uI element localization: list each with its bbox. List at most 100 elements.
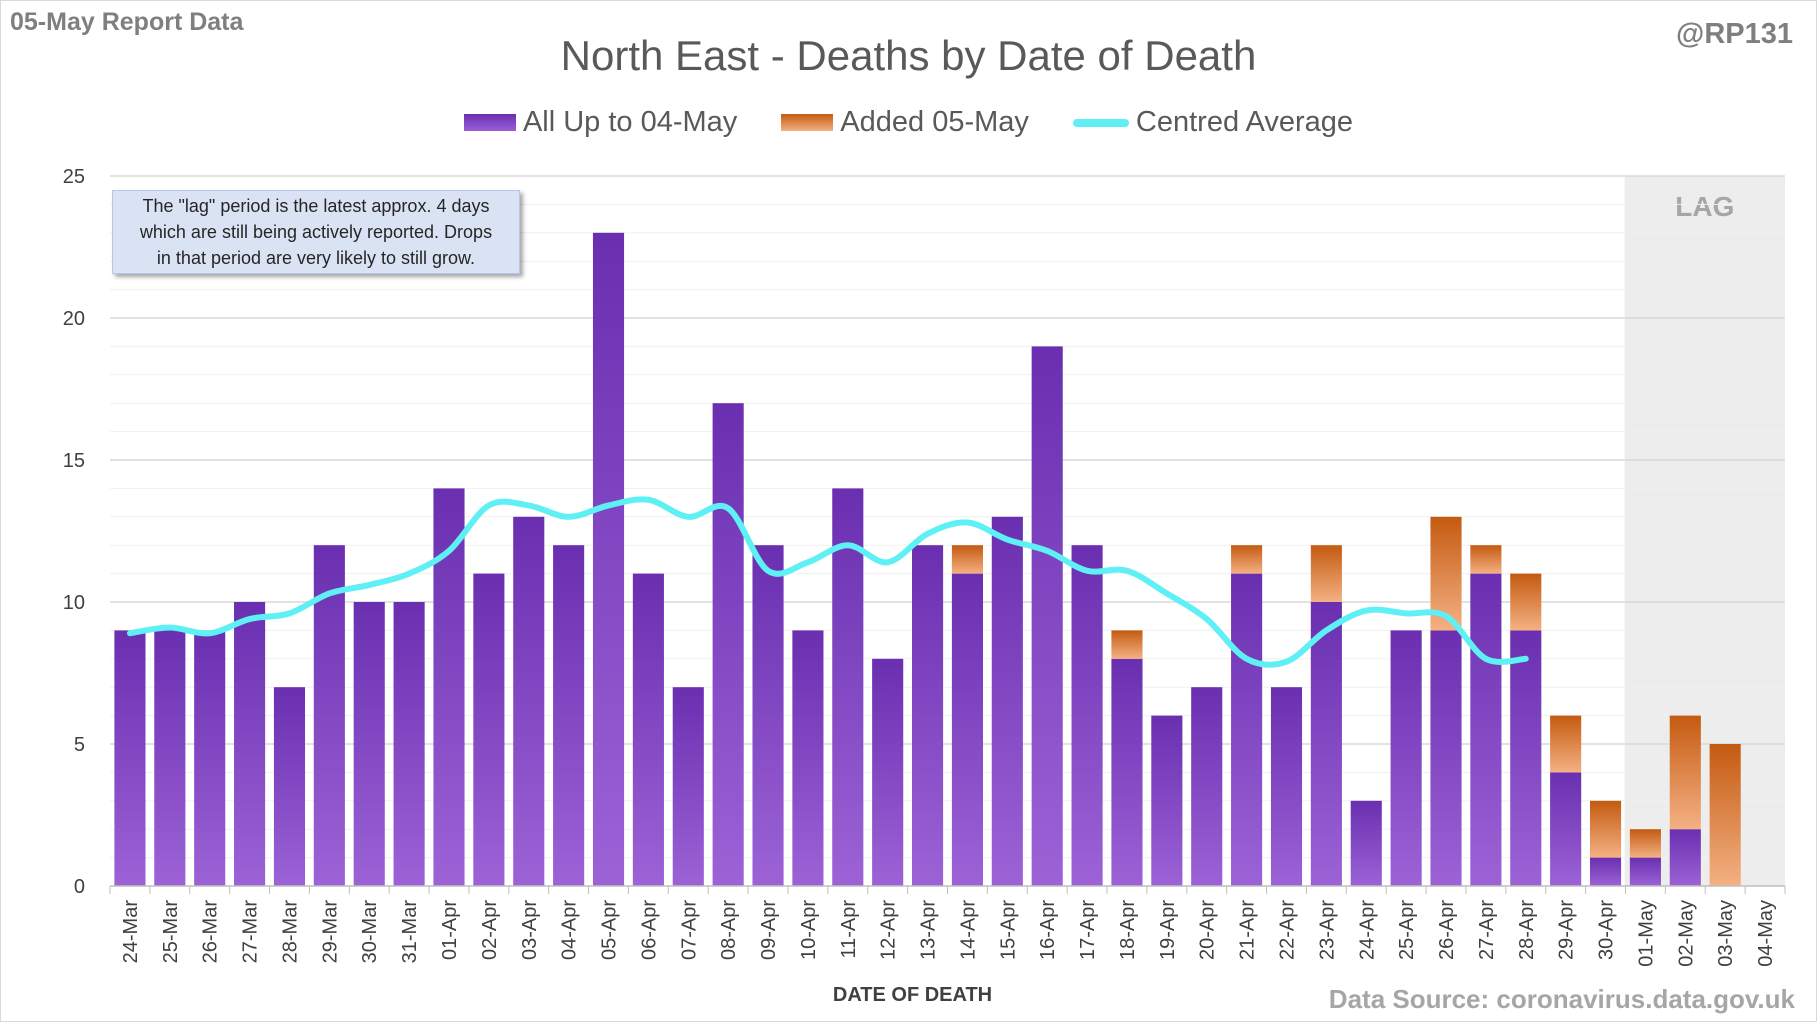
bar-existing — [991, 516, 1023, 886]
y-tick-label: 0 — [74, 876, 85, 898]
x-tick-label: 15-Apr — [997, 900, 1019, 960]
x-tick-label: 24-Mar — [120, 900, 142, 964]
bar-existing — [313, 545, 345, 886]
x-tick-label: 05-Apr — [599, 900, 621, 960]
x-tick-label: 26-Apr — [1436, 900, 1458, 960]
bar-existing — [672, 687, 704, 886]
legend-label-added: Added 05-May — [840, 106, 1029, 138]
x-tick-label: 28-Mar — [279, 900, 301, 964]
x-tick-label: 23-Apr — [1316, 900, 1338, 960]
bar-added — [1470, 545, 1502, 574]
legend-swatch-added — [781, 114, 834, 131]
x-tick-label: 19-Apr — [1157, 900, 1179, 960]
bar-existing — [1350, 800, 1382, 886]
bar-added — [1629, 829, 1661, 858]
bar-existing — [752, 545, 784, 886]
bar-existing — [712, 403, 744, 886]
x-tick-label: 29-Apr — [1556, 900, 1578, 960]
chart-legend: All Up to 04-May Added 05-May Centred Av… — [0, 106, 1817, 139]
bar-added — [1589, 800, 1622, 858]
x-tick-label: 11-Apr — [838, 900, 860, 959]
x-tick-label: 03-May — [1715, 900, 1737, 967]
chart-title: North East - Deaths by Date of Death — [560, 32, 1257, 79]
bar-added — [1231, 545, 1263, 574]
lag-label: LAG — [1675, 191, 1734, 222]
x-tick-label: 30-Apr — [1596, 900, 1618, 960]
x-tick-label: 29-Mar — [319, 900, 341, 964]
x-tick-label: 31-Mar — [399, 900, 421, 964]
legend-swatch-average — [1072, 118, 1129, 127]
x-tick-label: 02-May — [1675, 900, 1697, 967]
x-tick-label: 17-Apr — [1077, 900, 1099, 960]
centred-average-line — [126, 496, 1529, 668]
y-tick-label: 25 — [63, 166, 85, 188]
x-tick-label: 28-Apr — [1516, 900, 1538, 960]
x-axis-title: DATE OF DEATH — [832, 984, 993, 1006]
y-tick-label: 15 — [63, 450, 85, 472]
bar-existing — [632, 573, 664, 886]
bar-added — [951, 545, 983, 574]
x-tick-label: 01-May — [1635, 900, 1657, 967]
bar-added — [1111, 630, 1143, 659]
author-handle: @RP131 — [1676, 18, 1793, 50]
legend-label-existing: All Up to 04-May — [522, 106, 738, 138]
bar-existing — [951, 573, 983, 886]
bar-existing — [553, 545, 585, 886]
x-tick-label: 22-Apr — [1276, 900, 1298, 960]
bar-existing — [832, 488, 864, 886]
x-tick-label: 27-Apr — [1476, 900, 1498, 960]
x-tick-label: 25-Apr — [1396, 900, 1418, 960]
bar-existing — [1510, 630, 1542, 886]
x-tick-label: 06-Apr — [638, 900, 660, 960]
bar-added — [1510, 573, 1542, 631]
x-tick-label: 07-Apr — [678, 900, 700, 960]
x-tick-label: 09-Apr — [758, 900, 780, 960]
bar-existing — [273, 687, 306, 886]
bar-existing — [114, 630, 146, 886]
bar-existing — [1191, 687, 1223, 886]
bar-existing — [1151, 715, 1183, 886]
bar-existing — [1669, 829, 1701, 886]
x-tick-label: 21-Apr — [1237, 900, 1259, 960]
bar-existing — [1430, 630, 1462, 886]
bar-existing — [154, 630, 186, 886]
legend-item-average: Centred Average — [1072, 106, 1353, 139]
bar-existing — [1310, 602, 1342, 886]
x-tick-label: 14-Apr — [957, 900, 979, 960]
bar-existing — [393, 602, 425, 886]
x-tick-label: 01-Apr — [439, 900, 461, 960]
bar-existing — [792, 630, 824, 886]
y-tick-label: 20 — [63, 308, 85, 330]
lag-note-line-1: The "lag" period is the latest approx. 4… — [142, 196, 490, 216]
x-tick-label: 08-Apr — [718, 900, 740, 960]
bar-existing — [1071, 545, 1103, 886]
legend-item-existing: All Up to 04-May — [463, 106, 738, 139]
bar-added — [1310, 545, 1342, 602]
bar-existing — [234, 602, 266, 886]
x-tick-label: 25-Mar — [160, 900, 182, 964]
lag-note-line-2: which are still being actively reported.… — [139, 222, 493, 242]
bar-added — [1550, 715, 1582, 773]
lag-note-box: The "lag" period is the latest approx. 4… — [112, 190, 520, 274]
bar-existing — [353, 602, 385, 886]
lag-region — [1624, 176, 1785, 886]
legend-item-added: Added 05-May — [781, 106, 1029, 139]
bar-existing — [912, 545, 944, 886]
bar-existing — [1470, 573, 1502, 886]
x-tick-label: 16-Apr — [1037, 900, 1059, 960]
lag-note-line-3: in that period are very likely to still … — [156, 248, 476, 268]
y-tick-label: 5 — [74, 734, 85, 756]
bar-existing — [1629, 857, 1661, 886]
legend-swatch-existing — [463, 114, 516, 131]
bar-existing — [592, 232, 625, 887]
bar-existing — [473, 573, 505, 886]
x-tick-label: 27-Mar — [240, 900, 262, 964]
x-tick-label: 18-Apr — [1117, 900, 1139, 960]
x-tick-label: 12-Apr — [878, 900, 900, 960]
bar-existing — [872, 658, 904, 886]
x-tick-label: 04-Apr — [559, 900, 581, 960]
bar-existing — [1550, 772, 1582, 886]
bar-existing — [513, 516, 545, 886]
bar-existing — [194, 630, 226, 886]
